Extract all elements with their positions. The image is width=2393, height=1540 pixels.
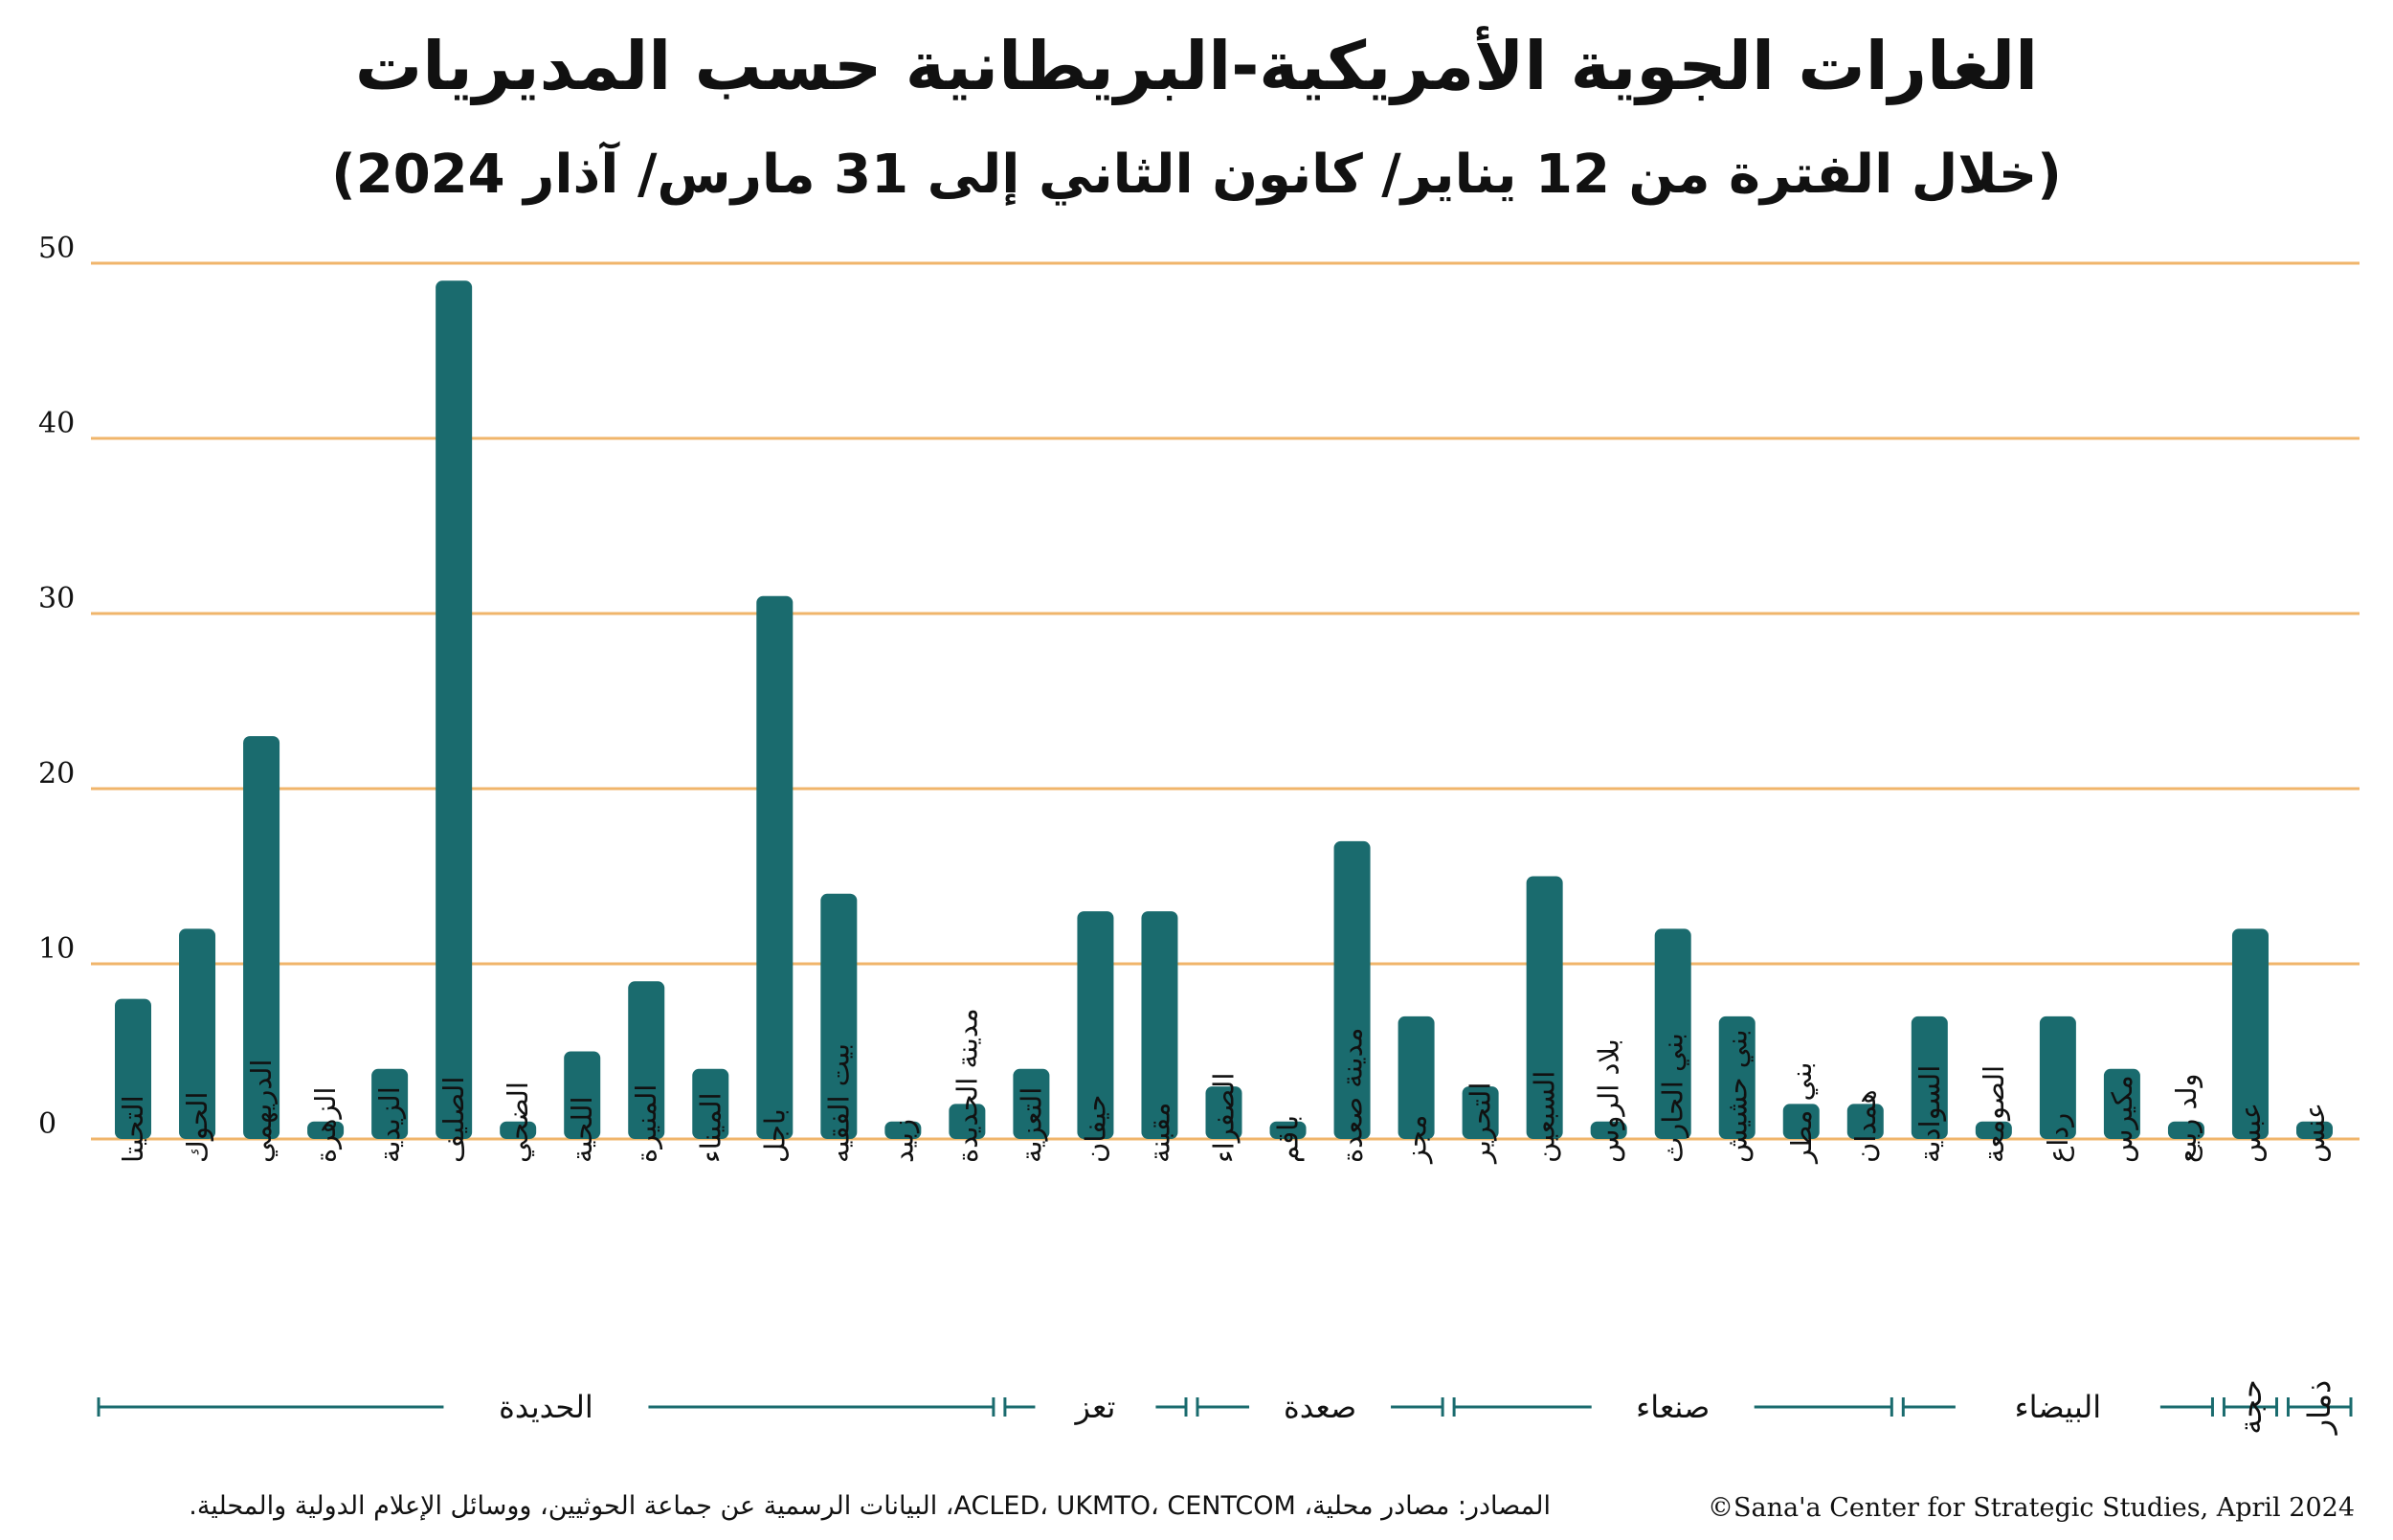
bar-34 <box>2296 1121 2333 1139</box>
chart-title: الغارات الجوية الأمريكية-البريطانية حسب … <box>354 27 2039 105</box>
bars <box>115 280 2333 1139</box>
bar-33 <box>2231 928 2269 1139</box>
group-label: تعز <box>1073 1389 1115 1425</box>
x-tick-label: الحوك <box>181 1092 213 1164</box>
chart-subtitle: (خلال الفترة من 12 يناير/ كانون الثاني إ… <box>331 144 2062 206</box>
x-tick-label: السبعين <box>1529 1071 1561 1163</box>
x-tick-label: بني الحارث <box>1657 1033 1690 1163</box>
x-tick-label: حيفان <box>1079 1095 1111 1163</box>
x-tick-label: الضحي <box>502 1082 535 1163</box>
x-tick-label: عبس <box>2234 1103 2267 1163</box>
y-tick-label: 30 <box>38 582 75 615</box>
bar-6 <box>500 1121 537 1139</box>
bar-22 <box>1526 876 1563 1139</box>
bar-31 <box>2103 1068 2140 1139</box>
y-tick-label: 40 <box>38 407 75 440</box>
bar-24 <box>1654 928 1691 1139</box>
bar-28 <box>1911 1016 1948 1139</box>
x-tick-label: عنس <box>2298 1103 2331 1163</box>
y-tick-label: 0 <box>38 1107 56 1141</box>
x-axis-labels: التحيتا الحوك الدريهمي الزهرة الزيدية الصليف ا… <box>117 1008 2331 1165</box>
x-tick-label: اللحية <box>566 1096 598 1163</box>
x-tick-label: ولد ربيع <box>2170 1073 2203 1163</box>
bar-23 <box>1590 1121 1627 1139</box>
x-tick-label: السوادية <box>1913 1065 1946 1163</box>
x-tick-label: زبيد <box>886 1119 919 1163</box>
x-tick-label: مدينة صعدة <box>1336 1028 1369 1163</box>
x-tick-label: الزيدية <box>373 1086 406 1163</box>
bar-12 <box>884 1121 922 1139</box>
bar-20 <box>1398 1016 1435 1139</box>
x-tick-label: التحرير <box>1465 1082 1497 1165</box>
x-tick-label: الزهرة <box>309 1087 342 1163</box>
bar-17 <box>1205 1086 1242 1139</box>
grid-layer <box>91 261 2359 1141</box>
y-tick-label: 20 <box>38 757 75 791</box>
x-tick-label: التحيتا <box>117 1095 149 1163</box>
bar-7 <box>564 1051 601 1139</box>
bar-8 <box>628 981 665 1139</box>
bar-15 <box>1077 911 1114 1139</box>
x-tick-label: مقبنة <box>1143 1103 1175 1163</box>
x-tick-label: التعزية <box>1015 1087 1047 1163</box>
x-tick-label: همدان <box>1849 1089 1882 1163</box>
bar-30 <box>2039 1016 2076 1139</box>
bar-10 <box>756 595 794 1139</box>
x-tick-label: باقم <box>1272 1115 1306 1163</box>
bar-32 <box>2167 1121 2204 1139</box>
y-tick-label: 50 <box>38 232 75 265</box>
y-axis-ticks: 0 10 20 30 40 50 <box>38 232 75 1141</box>
bar-26 <box>1782 1104 1820 1139</box>
x-tick-label: بني حشيش <box>1721 1029 1755 1163</box>
bar-0 <box>115 998 151 1139</box>
bar-5 <box>436 280 473 1139</box>
x-tick-label: الميناء <box>694 1092 727 1163</box>
bar-11 <box>820 893 858 1139</box>
x-tick-label: الصليف <box>437 1077 470 1163</box>
group-label: البيضاء <box>2015 1389 2102 1425</box>
bar-2 <box>243 736 280 1139</box>
bar-3 <box>307 1121 345 1139</box>
credit-note: ©Sana'a Center for Strategic Studies, Ap… <box>1708 1493 2355 1523</box>
x-tick-label: مجز <box>1400 1115 1433 1165</box>
bar-9 <box>692 1068 729 1139</box>
bar-14 <box>1013 1068 1050 1139</box>
group-label: الحديدة <box>499 1389 593 1425</box>
bar-4 <box>371 1068 409 1139</box>
group-label: صعدة <box>1284 1389 1356 1425</box>
x-tick-label: المنيرة <box>630 1084 662 1163</box>
bar-19 <box>1333 840 1371 1139</box>
bar-16 <box>1141 911 1178 1139</box>
governorate-groups: الحديدة تعز صعدة صنعاء البيضاء حجة ذمار <box>97 1379 2353 1437</box>
group-label: حجة <box>2232 1379 2269 1435</box>
x-tick-label: بيت الفقيه <box>822 1043 855 1163</box>
bar-18 <box>1269 1121 1307 1139</box>
x-tick-label: الصفراء <box>1208 1073 1241 1163</box>
source-note: المصادر: مصادر محلية، ACLED، UKMTO، CENT… <box>189 1491 1551 1521</box>
x-tick-label: مدينة الحديدة <box>950 1008 983 1163</box>
x-tick-label: الدريهمي <box>245 1060 279 1164</box>
x-tick-label: الصومعة <box>1978 1065 2010 1163</box>
bar-1 <box>179 928 216 1139</box>
x-tick-label: بلاد الروس <box>1593 1038 1625 1163</box>
group-label: صنعاء <box>1636 1389 1710 1425</box>
x-tick-label: رداع <box>2042 1113 2074 1163</box>
bar-29 <box>1975 1121 2012 1139</box>
y-tick-label: 10 <box>38 932 75 966</box>
bar-21 <box>1462 1086 1499 1139</box>
group-label: ذمار <box>2301 1380 2337 1437</box>
bar-27 <box>1846 1104 1884 1139</box>
bar-25 <box>1718 1016 1756 1139</box>
x-tick-label: مكيرس <box>2106 1075 2138 1163</box>
bar-13 <box>949 1104 986 1139</box>
x-tick-label: باجل <box>758 1108 791 1163</box>
x-tick-label: بني مطر <box>1785 1061 1819 1165</box>
